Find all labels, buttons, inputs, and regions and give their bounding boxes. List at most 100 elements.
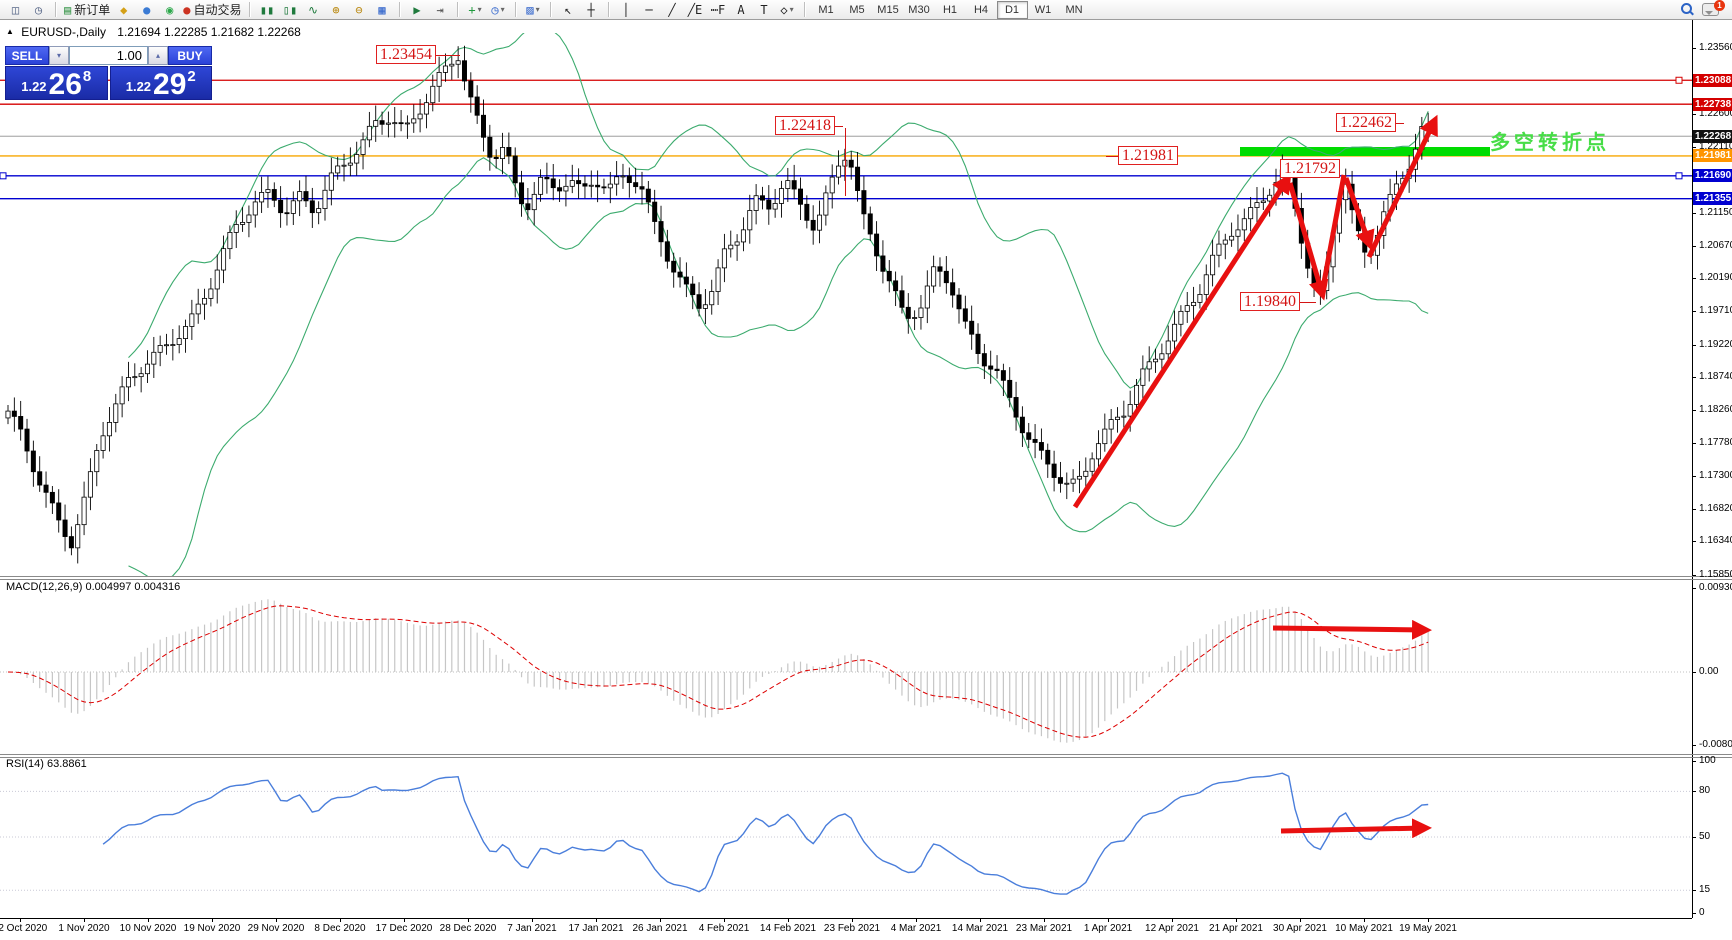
buy-price-button[interactable]: 1.22 29 2	[109, 66, 212, 101]
gold-icon: ◆	[120, 2, 128, 17]
history-center-icon[interactable]: ◷	[27, 1, 50, 19]
sell-price-button[interactable]: 1.22 26 8	[5, 66, 108, 100]
text-label-icon[interactable]: T	[753, 1, 776, 19]
toolbar: ◫ ◷ ▤ 新订单 ◆ ● ◉ ● 自动交易 ▮▮ ▯▮ ∿ ⊕ ⊖ ▦ ▶ ⇥ + ▾ ◷ ▾ ▨ ▾ ↖ ┼ │ ─ ╱ ╱E ┉F A…	[0, 0, 1732, 20]
sell-price-prefix: 1.22	[21, 79, 47, 94]
search-icon	[1681, 3, 1694, 16]
zoom-in-icon: ⊕	[332, 2, 340, 17]
autotrading-button-label: 自动交易	[193, 3, 242, 17]
buy-price-sup: 2	[187, 68, 196, 85]
timeframe-m1[interactable]: M1	[818, 3, 834, 16]
sell-button[interactable]: SELL	[5, 46, 49, 65]
toolbar-separator	[248, 2, 251, 17]
timeframe-m5[interactable]: M5	[849, 3, 865, 16]
new-order-button: ▤	[64, 2, 72, 17]
timeframe-h4[interactable]: H4	[973, 3, 989, 16]
fibonacci-icon: ┉F	[710, 2, 726, 17]
buy-price-big: 29	[153, 68, 187, 101]
text-icon: A	[737, 2, 745, 17]
toolbar-separator	[607, 2, 610, 17]
auto-scroll-icon: ▶	[413, 2, 421, 17]
cursor-icon: ↖	[564, 2, 572, 17]
timeframe-h1[interactable]: H1	[942, 3, 958, 16]
zoom-in-icon[interactable]: ⊕	[325, 1, 348, 19]
zoom-out-icon[interactable]: ⊖	[348, 1, 371, 19]
arrows-shapes-icon[interactable]: ◇ ▾	[776, 1, 799, 19]
bar-chart-style-icon[interactable]: ▮▮	[256, 1, 279, 19]
sell-price-sup: 8	[82, 68, 92, 85]
autotrading-button: ●	[183, 2, 191, 17]
arrows-shapes-icon: ◇	[780, 2, 788, 17]
timeframe-m30[interactable]: M30	[908, 3, 930, 16]
chart-window-icon[interactable]: ◫	[4, 1, 27, 19]
buy-price-prefix: 1.22	[125, 79, 152, 94]
line-chart-style-icon[interactable]: ∿	[302, 1, 325, 19]
notifications-icon[interactable]: 1	[1699, 0, 1725, 19]
notification-balloon-icon: 1	[1702, 0, 1725, 16]
toolbar-separator	[55, 2, 57, 17]
signals-icon: ◉	[166, 2, 174, 17]
toolbar-separator	[398, 2, 401, 17]
chart-shift-icon: ⇥	[436, 2, 444, 17]
crosshair-icon[interactable]: ┼	[580, 1, 603, 19]
autotrading-button[interactable]: ● 自动交易	[181, 1, 243, 19]
candlestick-style-icon[interactable]: ▯▮	[279, 1, 302, 19]
notification-badge: 1	[1714, 0, 1725, 11]
sell-price-big: 26	[48, 68, 82, 101]
trendline-icon[interactable]: ╱	[661, 1, 684, 19]
indicators-icon[interactable]: + ▾	[464, 1, 487, 19]
chevron-down-icon: ▾	[500, 5, 505, 14]
signals-icon[interactable]: ◉	[158, 1, 181, 19]
equidistant-channel-icon[interactable]: ╱E	[684, 1, 707, 19]
tile-windows-icon[interactable]: ▦	[371, 1, 394, 19]
gold-icon[interactable]: ◆	[112, 1, 135, 19]
toolbar-separator	[514, 2, 517, 17]
horizontal-line-icon[interactable]: ─	[638, 1, 661, 19]
crosshair-icon: ┼	[587, 2, 595, 17]
timeframe-mn[interactable]: MN	[1065, 3, 1083, 16]
macd-label: MACD(12,26,9) 0.004997 0.004316	[6, 581, 181, 593]
trendline-icon: ╱	[668, 2, 676, 17]
toolbar-separator	[803, 2, 806, 17]
periods-icon[interactable]: ◷ ▾	[487, 1, 510, 19]
auto-scroll-icon[interactable]: ▶	[406, 1, 429, 19]
history-center-icon: ◷	[34, 2, 43, 17]
volume-input[interactable]: 1.00	[69, 46, 148, 65]
community-icon[interactable]: ●	[135, 1, 158, 19]
chevron-down-icon: ▾	[789, 5, 794, 14]
vertical-line-icon: │	[622, 2, 630, 17]
toolbar-separator	[549, 2, 552, 17]
new-order-button[interactable]: ▤ 新订单	[62, 1, 112, 19]
periods-icon: ◷	[491, 2, 499, 17]
cursor-icon[interactable]: ↖	[557, 1, 580, 19]
candlestick-style-icon: ▯▮	[282, 2, 298, 17]
equidistant-channel-icon: ╱E	[687, 2, 703, 17]
volume-increase-button[interactable]: ▴	[148, 46, 168, 65]
new-order-button-label: 新订单	[74, 3, 111, 17]
volume-decrease-button[interactable]: ▾	[49, 46, 69, 65]
templates-icon: ▨	[526, 2, 534, 17]
search-icon[interactable]	[1676, 1, 1699, 19]
rsi-label: RSI(14) 63.8861	[6, 758, 87, 770]
fibonacci-icon[interactable]: ┉F	[707, 1, 730, 19]
timeframe-w1[interactable]: W1	[1034, 3, 1052, 16]
timeframe-m15[interactable]: M15	[877, 3, 899, 16]
tile-windows-icon: ▦	[378, 2, 386, 17]
line-chart-style-icon: ∿	[307, 2, 319, 17]
timeframe-d1[interactable]: D1	[996, 0, 1028, 19]
community-icon: ●	[143, 2, 151, 17]
one-click-trading-panel: SELL ▾ 1.00 ▴ BUY 1.22 26 8 1.22 29 2	[5, 46, 212, 100]
bar-chart-style-icon: ▮▮	[259, 2, 275, 17]
text-icon[interactable]: A	[730, 1, 753, 19]
symbol-title: EURUSD-,Daily	[21, 25, 106, 39]
ohlc-values: 1.21694 1.22285 1.21682 1.22268	[117, 25, 301, 39]
templates-icon[interactable]: ▨ ▾	[522, 1, 545, 19]
chart-shift-icon[interactable]: ⇥	[429, 1, 452, 19]
buy-button[interactable]: BUY	[168, 46, 212, 65]
chevron-down-icon: ▾	[477, 5, 482, 14]
chevron-down-icon: ▾	[535, 5, 540, 14]
vertical-line-icon[interactable]: │	[615, 1, 638, 19]
symbol-collapse-icon[interactable]: ▲	[6, 27, 14, 36]
